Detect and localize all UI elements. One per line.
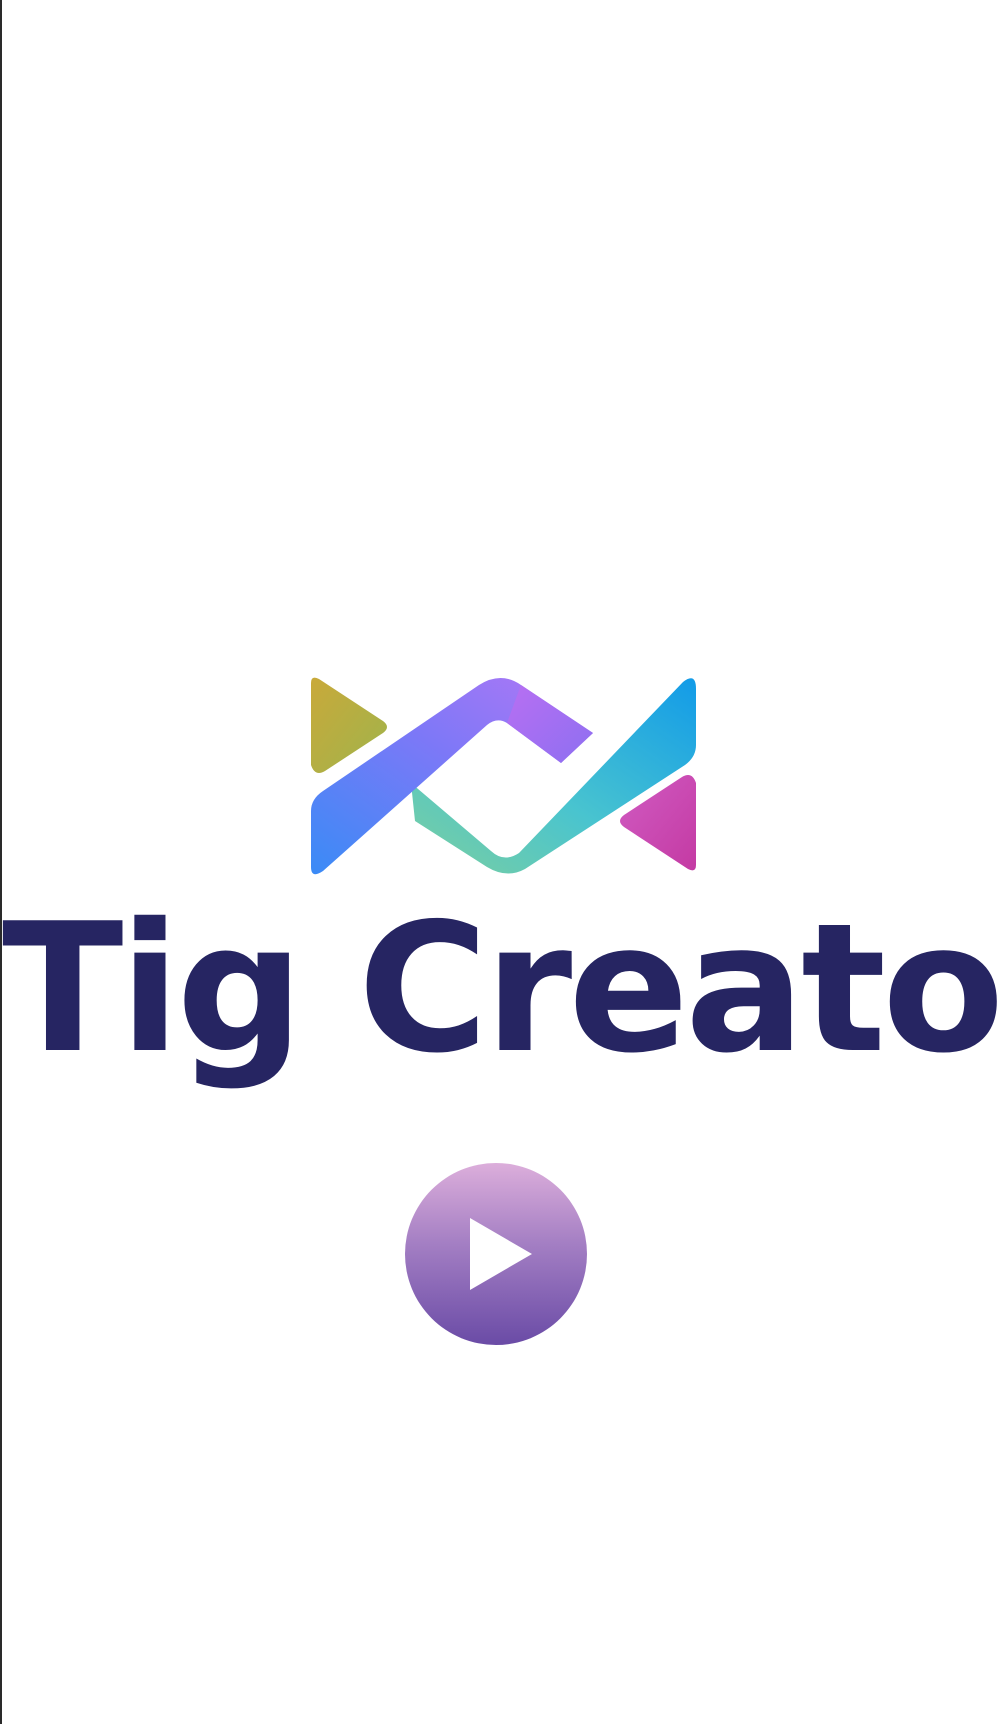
play-button[interactable] bbox=[405, 1163, 587, 1345]
tig-creator-logo-mark-icon bbox=[311, 675, 696, 875]
play-icon bbox=[470, 1218, 532, 1290]
brand-name: Tig Creator bbox=[2, 885, 1000, 1092]
